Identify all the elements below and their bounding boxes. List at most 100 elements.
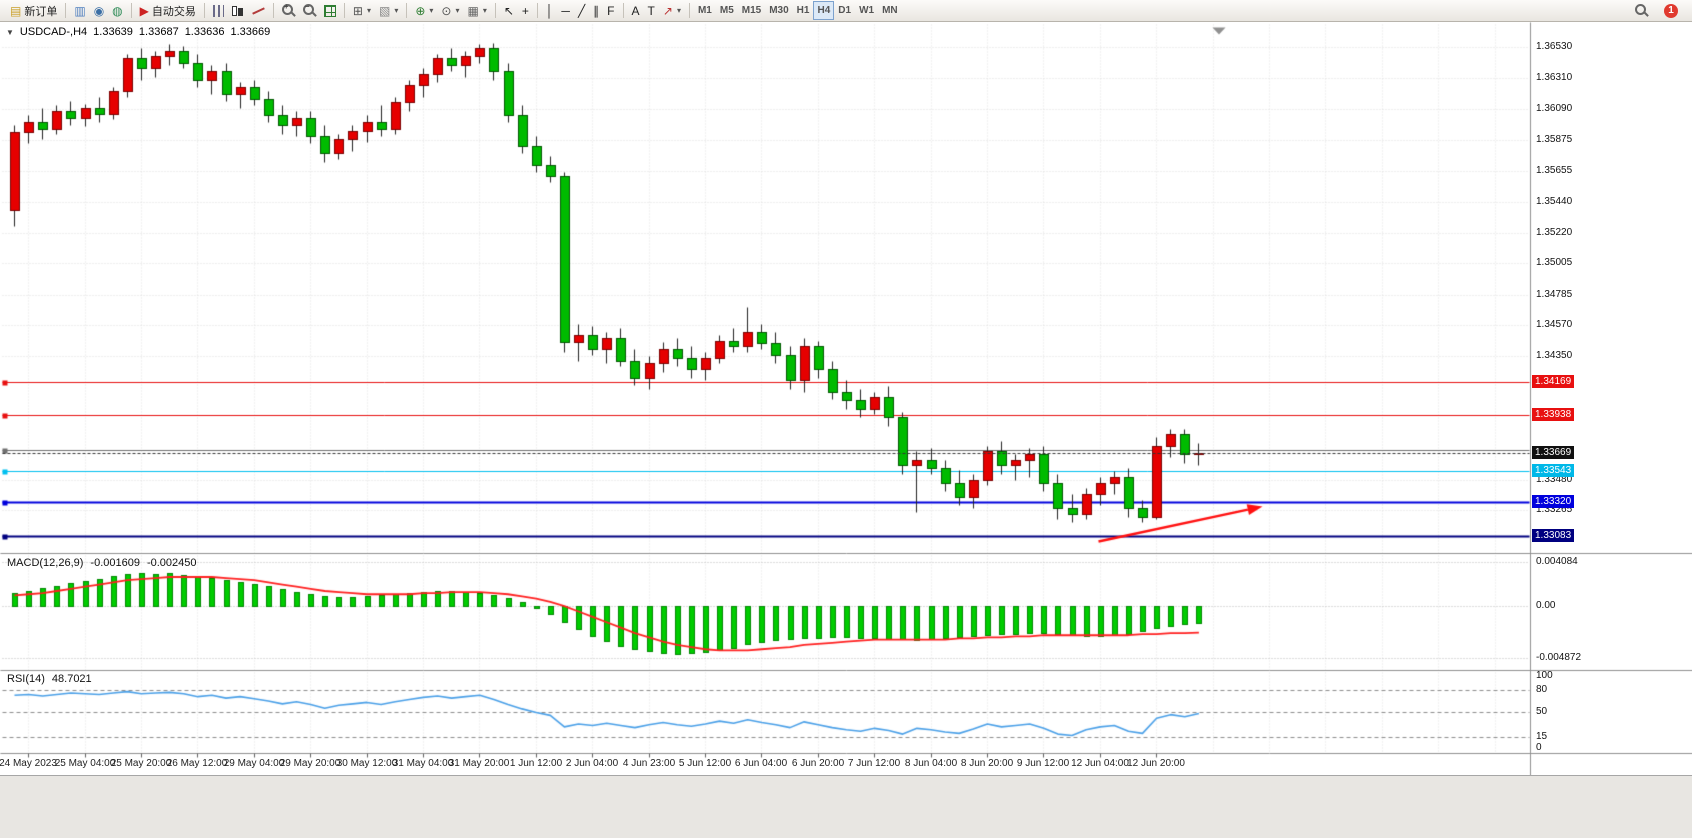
periods-button[interactable]: ⊙ ▾ bbox=[437, 1, 463, 20]
label-button[interactable]: T bbox=[644, 1, 659, 20]
macd-panel-label: MACD(12,26,9) -0.001609 -0.002450 bbox=[7, 557, 197, 569]
new-order-button[interactable]: ▤ 新订单 bbox=[6, 1, 61, 20]
open-value: 1.33639 bbox=[93, 26, 133, 38]
chevron-down-icon: ▾ bbox=[482, 6, 487, 15]
template-icon: ▦ bbox=[467, 3, 479, 18]
magnifier-handle bbox=[311, 11, 317, 17]
new-chart-button[interactable]: ⊞ ▾ bbox=[349, 1, 375, 20]
tf-m15-button[interactable]: M15 bbox=[738, 1, 765, 20]
chart-window: ▼ USDCAD-,H4 1.33639 1.33687 1.33636 1.3… bbox=[0, 22, 1692, 838]
notifications-button[interactable]: 1 bbox=[1660, 1, 1682, 20]
view-group: ▥ ◉ ◍ bbox=[70, 1, 126, 20]
magnifier-sign: − bbox=[304, 2, 310, 11]
toolbar-separator bbox=[494, 3, 496, 18]
indicators-button[interactable]: ⊕ ▾ bbox=[411, 1, 437, 20]
tf-w1-button-label: W1 bbox=[859, 5, 875, 16]
toolbar-separator bbox=[130, 3, 132, 18]
tf-m5-button[interactable]: M5 bbox=[716, 1, 738, 20]
toolbar-separator bbox=[688, 3, 690, 18]
trendline-icon: ╱ bbox=[577, 3, 586, 18]
profiles-button[interactable]: ▧ ▾ bbox=[375, 1, 402, 20]
price-chart-canvas[interactable] bbox=[0, 22, 1692, 775]
clock-icon: ⊙ bbox=[441, 3, 452, 18]
crosshair-button[interactable]: + bbox=[518, 1, 533, 20]
order-group: ▤ 新订单 bbox=[6, 1, 61, 20]
toolbar-separator bbox=[65, 3, 67, 18]
search-button[interactable] bbox=[1631, 1, 1652, 20]
toolbar-separator bbox=[203, 3, 205, 18]
tf-h4-button[interactable]: H4 bbox=[813, 1, 835, 20]
macd-name: MACD(12,26,9) bbox=[7, 557, 84, 569]
toolbar-separator bbox=[343, 3, 345, 18]
new-order-button-label: 新订单 bbox=[24, 5, 58, 18]
magnifier-sign: + bbox=[283, 2, 289, 11]
draw-group: │ ─ ╱ ∥ F bbox=[542, 1, 619, 20]
fibonacci-button[interactable]: F bbox=[603, 1, 618, 20]
arrows-button[interactable]: ↗ ▾ bbox=[659, 1, 685, 20]
chevron-down-icon[interactable]: ▼ bbox=[6, 27, 14, 37]
cursor-group: ↖ + bbox=[500, 1, 533, 20]
trendline-button[interactable]: ╱ bbox=[574, 1, 589, 20]
rsi-value: 48.7021 bbox=[51, 673, 92, 685]
line-chart-icon bbox=[252, 6, 265, 15]
tf-w1-button[interactable]: W1 bbox=[855, 1, 878, 20]
candlestick-icon bbox=[231, 5, 243, 16]
rsi-panel-label: RSI(14) 48.7021 bbox=[7, 673, 92, 685]
chevron-down-icon: ▾ bbox=[676, 6, 681, 15]
chevron-down-icon: ▾ bbox=[429, 6, 434, 15]
toolbar-right: 1 bbox=[1631, 1, 1686, 20]
zoom-in-button[interactable]: + bbox=[278, 1, 299, 20]
tf-h4-button-label: H4 bbox=[817, 5, 831, 16]
zoom-out-button[interactable]: − bbox=[299, 1, 320, 20]
market-watch-button[interactable]: ▥ bbox=[70, 1, 89, 20]
rsi-name: RSI(14) bbox=[7, 673, 45, 685]
timeframe-group: M1 M5 M15 M30 H1 H4 D1 W1 MN bbox=[694, 1, 902, 20]
label-icon: T bbox=[647, 3, 655, 18]
profiles-icon: ▧ bbox=[378, 3, 391, 18]
cursor-button[interactable]: ↖ bbox=[500, 1, 518, 20]
tile-windows-button[interactable] bbox=[320, 1, 340, 20]
globe-icon: ◍ bbox=[112, 3, 123, 18]
data-window-button[interactable]: ◉ bbox=[90, 1, 108, 20]
magnifier-handle bbox=[1643, 11, 1649, 17]
bar-chart-button[interactable] bbox=[209, 1, 228, 20]
horizontal-line-icon: ─ bbox=[561, 3, 570, 18]
text-button[interactable]: A bbox=[628, 1, 644, 20]
templates-button[interactable]: ▦ ▾ bbox=[463, 1, 490, 20]
magnifier-lens bbox=[281, 4, 293, 15]
vertical-line-button[interactable]: │ bbox=[542, 1, 558, 20]
text-group: A T ↗ ▾ bbox=[628, 1, 685, 20]
autotrade-button[interactable]: ▶ 自动交易 bbox=[136, 1, 200, 20]
navigator-button[interactable]: ◍ bbox=[108, 1, 126, 20]
cursor-icon: ↖ bbox=[503, 3, 514, 18]
close-value: 1.33669 bbox=[230, 26, 271, 38]
bar-chart-icon bbox=[212, 4, 224, 17]
toolbar-separator bbox=[622, 3, 624, 18]
chart-manage-group: ⊞ ▾ ▧ ▾ bbox=[349, 1, 402, 20]
magnifier-lens bbox=[1635, 4, 1646, 15]
tf-d1-button[interactable]: D1 bbox=[834, 1, 855, 20]
tf-mn-button[interactable]: MN bbox=[878, 1, 902, 20]
chevron-down-icon: ▾ bbox=[455, 6, 460, 15]
text-icon: A bbox=[631, 3, 640, 18]
tf-m1-button[interactable]: M1 bbox=[694, 1, 716, 20]
tf-d1-button-label: D1 bbox=[838, 5, 852, 16]
arrow-icon: ↗ bbox=[662, 3, 673, 18]
tf-h1-button[interactable]: H1 bbox=[793, 1, 814, 20]
channel-button[interactable]: ∥ bbox=[589, 1, 603, 20]
candlestick-chart-button[interactable] bbox=[228, 1, 248, 20]
autotrade-button-label: 自动交易 bbox=[151, 5, 196, 18]
zoom-out-icon: − bbox=[302, 2, 317, 17]
toolbar-separator bbox=[406, 3, 408, 18]
toolbar-separator bbox=[536, 3, 538, 18]
high-value: 1.33687 bbox=[138, 26, 179, 38]
line-chart-button[interactable] bbox=[248, 1, 269, 20]
insert-group: ⊕ ▾ ⊙ ▾ ▦ ▾ bbox=[411, 1, 491, 20]
tf-m30-button[interactable]: M30 bbox=[765, 1, 792, 20]
new-chart-icon: ⊞ bbox=[352, 3, 363, 18]
zoom-in-icon: + bbox=[281, 2, 296, 17]
magnifier-handle bbox=[290, 11, 296, 17]
search-icon bbox=[1635, 4, 1649, 17]
horizontal-line-button[interactable]: ─ bbox=[557, 1, 574, 20]
document-icon: ▥ bbox=[74, 3, 86, 18]
